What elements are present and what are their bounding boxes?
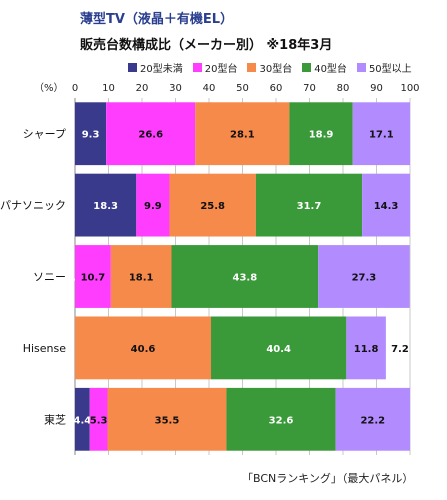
x-tick-label: 60	[270, 83, 283, 94]
data-label: 5.3	[90, 415, 108, 426]
x-tick-label: 30	[169, 83, 182, 94]
category-label: パナソニック	[0, 199, 66, 212]
x-tick-label: 10	[102, 83, 115, 94]
x-tick-label: 100	[400, 83, 419, 94]
bar-segment	[362, 173, 410, 237]
data-label: 32.6	[269, 415, 294, 426]
legend-label: 20型台	[204, 64, 238, 75]
x-tick-label: 20	[136, 83, 149, 94]
bar-segment	[136, 173, 170, 237]
category-label: シャープ	[23, 128, 66, 141]
data-label: 18.9	[309, 130, 334, 141]
bar-segment	[75, 102, 107, 166]
chart-title: 薄型TV（液晶＋有機EL）	[80, 12, 234, 27]
bar-segment	[110, 245, 172, 308]
legend-item-3: 40型台	[302, 60, 347, 75]
bar-segment	[226, 387, 336, 451]
data-label: 22.2	[360, 415, 385, 426]
bar-segment	[346, 316, 386, 380]
bar-segment	[318, 245, 410, 308]
legend-item-2: 30型台	[247, 60, 292, 75]
data-label: 4.4	[74, 415, 92, 426]
chart-subtitle: 販売台数構成比（メーカー別） ※18年3月	[80, 34, 332, 53]
legend-label: 20型未満	[140, 64, 183, 75]
data-label: 10.7	[81, 273, 106, 284]
data-label: 7.2	[391, 344, 409, 355]
data-label: 31.7	[297, 201, 322, 212]
x-tick-label: 50	[236, 83, 249, 94]
bar-segment	[89, 387, 108, 451]
source-note: 「BCNランキング」（最大パネル）	[242, 472, 414, 485]
chart-legend: 20型未満 20型台 30型台 40型台 50型以上	[128, 60, 412, 75]
legend-item-4: 50型以上	[356, 60, 412, 75]
x-tick-label: 80	[337, 83, 350, 94]
x-tick-label: 0	[72, 83, 78, 94]
legend-label: 30型台	[259, 64, 293, 75]
category-label: ソニー	[33, 271, 66, 284]
data-label: 11.8	[354, 344, 379, 355]
bar-segment	[352, 102, 410, 166]
data-label: 9.9	[144, 201, 162, 212]
legend-item-0: 20型未満	[128, 60, 183, 75]
category-label: Hisense	[23, 342, 67, 355]
data-label: 26.6	[138, 130, 163, 141]
category-label: 東芝	[44, 413, 66, 426]
legend-swatch	[356, 63, 366, 72]
legend-label: 50型以上	[368, 64, 412, 75]
data-label: 17.1	[369, 130, 394, 141]
x-tick-label: 70	[303, 83, 316, 94]
legend-label: 40型台	[314, 64, 347, 75]
data-label: 9.3	[82, 130, 100, 141]
data-label: 35.5	[155, 415, 180, 426]
legend-swatch	[128, 63, 137, 72]
bar-segment	[75, 387, 90, 451]
legend-swatch	[247, 63, 257, 72]
bar-segment	[335, 387, 410, 451]
bar-segment	[107, 387, 227, 451]
bar-segment	[255, 173, 363, 237]
bar-segment	[75, 173, 137, 237]
legend-item-1: 20型台	[192, 60, 238, 75]
data-label: 25.8	[200, 201, 225, 212]
legend-swatch	[302, 63, 312, 72]
data-label: 14.3	[374, 201, 399, 212]
x-tick-label: 90	[370, 83, 383, 94]
data-label: 40.6	[131, 344, 156, 355]
legend-swatch	[192, 63, 202, 72]
subtitle-note: ※18年3月	[266, 38, 333, 53]
data-label: 28.1	[230, 130, 255, 141]
bar-segment	[211, 316, 347, 380]
bar-segment	[289, 102, 353, 166]
bar-segment	[195, 102, 290, 166]
data-label: 18.1	[129, 273, 154, 284]
data-label: 43.8	[233, 273, 258, 284]
bar-segment	[106, 102, 196, 166]
data-label: 40.4	[266, 344, 291, 355]
data-label: 18.3	[93, 201, 118, 212]
data-label: 27.3	[352, 273, 377, 284]
bar-segment	[171, 245, 319, 308]
bar-segment	[75, 316, 212, 380]
bar-segment	[169, 173, 256, 237]
x-tick-label: 40	[203, 83, 216, 94]
axis-unit-label: （%）	[34, 82, 64, 94]
subtitle-text: 販売台数構成比（メーカー別）	[80, 38, 263, 53]
bar-segment	[75, 245, 111, 308]
